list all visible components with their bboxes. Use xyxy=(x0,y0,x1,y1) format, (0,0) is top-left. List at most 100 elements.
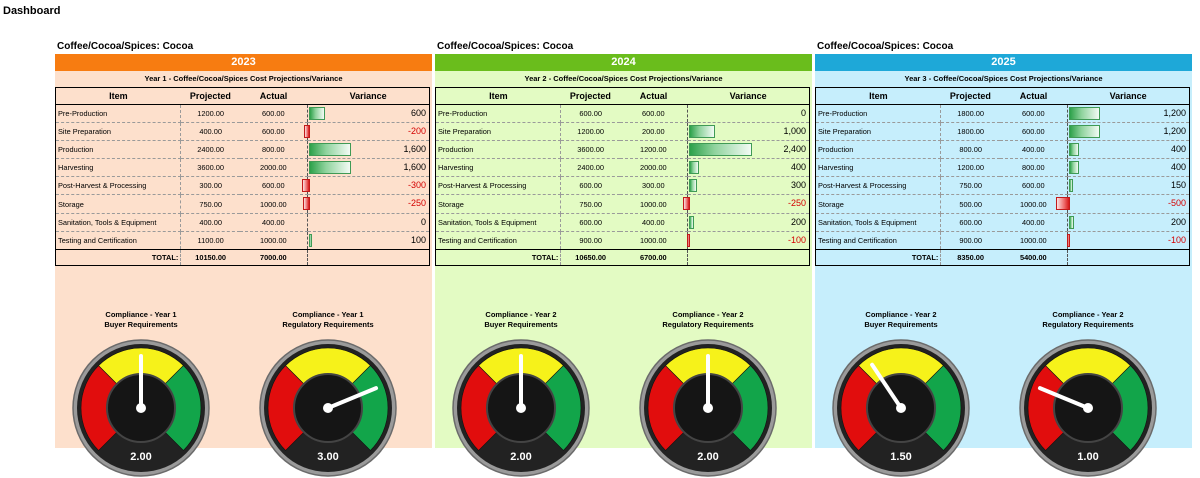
variance-value: -200 xyxy=(407,126,426,137)
gauge-title-line2: Buyer Requirements xyxy=(484,320,558,329)
row-projected: 900.00 xyxy=(940,231,1000,250)
total-row: TOTAL: 10650.00 6700.00 xyxy=(435,248,810,266)
row-item: Post-Harvest & Processing xyxy=(815,176,942,196)
gauge-readout: 1.50 xyxy=(890,451,911,463)
gauge-readout: 2.00 xyxy=(510,451,531,463)
row-item: Post-Harvest & Processing xyxy=(435,176,562,196)
gauge-title-line1: Compliance - Year 1 xyxy=(292,310,364,319)
table-row: Pre-Production 1800.00 600.00 1,200 xyxy=(815,104,1190,124)
row-actual: 600.00 xyxy=(999,104,1068,124)
row-variance: 400 xyxy=(686,158,810,178)
row-projected: 600.00 xyxy=(560,104,620,124)
row-projected: 1800.00 xyxy=(940,122,1000,142)
panel-body: Year 3 - Coffee/Cocoa/Spices Cost Projec… xyxy=(815,71,1192,477)
variance-bar xyxy=(1068,161,1080,175)
variance-value: 1,200 xyxy=(1163,108,1186,118)
variance-bar xyxy=(683,197,690,211)
row-projected: 3600.00 xyxy=(180,158,240,178)
row-projected: 2400.00 xyxy=(560,158,620,178)
row-projected: 300.00 xyxy=(180,176,240,196)
row-variance: 100 xyxy=(306,231,430,250)
row-variance: 400 xyxy=(1066,140,1190,160)
total-row: TOTAL: 8350.00 5400.00 xyxy=(815,248,1190,266)
row-projected: 500.00 xyxy=(940,194,1000,214)
row-actual: 1000.00 xyxy=(619,231,688,250)
row-projected: 750.00 xyxy=(180,194,240,214)
row-actual: 600.00 xyxy=(239,104,308,124)
variance-bar xyxy=(1068,179,1073,193)
row-projected: 1200.00 xyxy=(180,104,240,124)
gauge-title: Compliance - Year 2 Buyer Requirements xyxy=(446,310,596,330)
row-item: Sanitation, Tools & Equipment xyxy=(815,213,942,232)
row-actual: 400.00 xyxy=(999,140,1068,160)
variance-value: 200 xyxy=(790,216,806,227)
row-item: Sanitation, Tools & Equipment xyxy=(55,213,182,232)
cost-table: Item Projected Actual Variance Pre-Productio… xyxy=(55,87,430,266)
variance-bar xyxy=(688,161,700,175)
row-variance: 400 xyxy=(1066,158,1190,178)
total-label: TOTAL: xyxy=(55,248,182,266)
gauge-readout: 2.00 xyxy=(697,451,718,463)
row-variance: 0 xyxy=(306,213,430,232)
total-projected: 8350.00 xyxy=(940,248,1000,266)
row-item: Production xyxy=(435,140,562,160)
panel-body: Year 1 - Coffee/Cocoa/Spices Cost Projec… xyxy=(55,71,432,477)
row-item: Production xyxy=(815,140,942,160)
variance-bar xyxy=(688,179,697,193)
row-projected: 800.00 xyxy=(940,140,1000,160)
panel-body: Year 2 - Coffee/Cocoa/Spices Cost Projec… xyxy=(435,71,812,477)
row-variance: 1,000 xyxy=(686,122,810,142)
table-row: Testing and Certification 900.00 1000.00 -1… xyxy=(435,231,810,250)
table-row: Site Preparation 1200.00 200.00 1,000 xyxy=(435,122,810,142)
variance-value: 600 xyxy=(410,108,426,118)
variance-value: 400 xyxy=(790,162,806,173)
total-actual: 5400.00 xyxy=(999,248,1068,266)
table-row: Harvesting 3600.00 2000.00 1,600 xyxy=(55,158,430,178)
variance-value: 0 xyxy=(420,216,426,227)
gauge-needle xyxy=(1037,386,1090,410)
row-projected: 750.00 xyxy=(560,194,620,214)
row-variance: -250 xyxy=(683,194,810,214)
column-variance: Variance xyxy=(1067,87,1190,105)
row-actual: 2000.00 xyxy=(619,158,688,178)
column-projected: Projected xyxy=(560,87,620,105)
table-header-row: Item Projected Actual Variance xyxy=(55,87,430,105)
column-item: Item xyxy=(815,87,941,105)
row-item: Storage xyxy=(435,194,562,214)
gauge-title-line2: Regulatory Requirements xyxy=(662,320,754,329)
table-row: Pre-Production 600.00 600.00 0 xyxy=(435,104,810,124)
table-row: Production 3600.00 1200.00 2,400 xyxy=(435,140,810,160)
table-row: Post-Harvest & Processing 600.00 300.00 300 xyxy=(435,176,810,196)
row-item: Testing and Certification xyxy=(435,231,562,250)
compliance-gauge: 1.00 xyxy=(1019,339,1157,477)
cost-table: Item Projected Actual Variance Pre-Productio… xyxy=(815,87,1190,266)
variance-bar xyxy=(688,215,694,229)
variance-value: 200 xyxy=(1170,216,1186,227)
variance-bar xyxy=(688,143,753,157)
gauge-title-line1: Compliance - Year 2 xyxy=(672,310,744,319)
row-actual: 800.00 xyxy=(999,158,1068,178)
row-actual: 400.00 xyxy=(239,213,308,232)
gauge-title-line1: Compliance - Year 2 xyxy=(865,310,937,319)
table-row: Post-Harvest & Processing 300.00 600.00 -30… xyxy=(55,176,430,196)
row-projected: 600.00 xyxy=(940,213,1000,232)
column-projected: Projected xyxy=(940,87,1000,105)
table-row: Storage 750.00 1000.00 -250 xyxy=(435,194,810,214)
row-item: Storage xyxy=(55,194,182,214)
row-variance: -200 xyxy=(304,122,430,142)
gauge-title: Compliance - Year 2 Buyer Requirements xyxy=(826,310,976,330)
gauge-title: Compliance - Year 1 Buyer Requirements xyxy=(66,310,216,330)
total-variance-blank xyxy=(306,248,430,266)
row-item: Site Preparation xyxy=(815,122,942,142)
row-projected: 600.00 xyxy=(560,176,620,196)
row-variance: -250 xyxy=(303,194,430,214)
row-actual: 1000.00 xyxy=(239,194,308,214)
table-row: Sanitation, Tools & Equipment 600.00 400.0… xyxy=(435,213,810,232)
variance-value: 0 xyxy=(800,108,806,118)
variance-bar xyxy=(1066,233,1070,247)
variance-value: 100 xyxy=(410,234,426,245)
variance-bar xyxy=(308,161,352,175)
row-actual: 600.00 xyxy=(999,122,1068,142)
gauge-title: Compliance - Year 1 Regulatory Requiremen… xyxy=(253,310,403,330)
table-header-row: Item Projected Actual Variance xyxy=(815,87,1190,105)
